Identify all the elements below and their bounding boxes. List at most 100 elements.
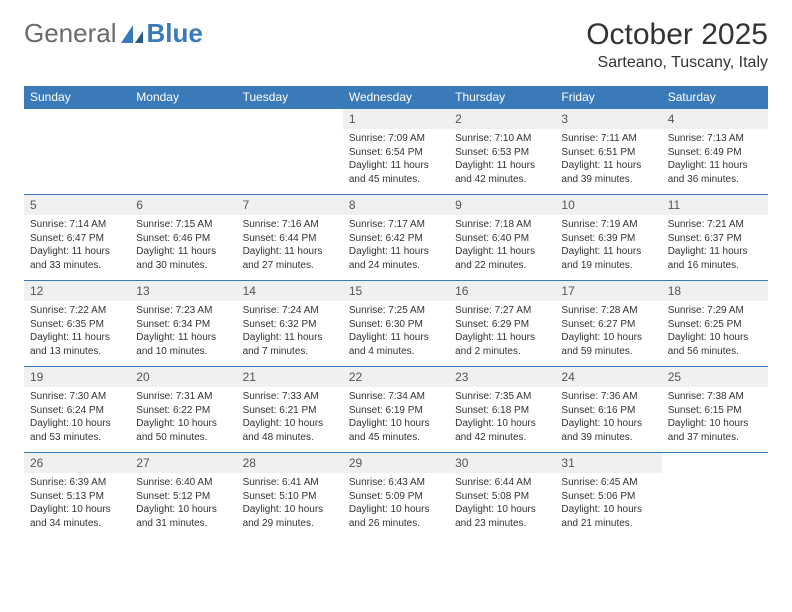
logo: General Blue (24, 18, 203, 49)
day-details: Sunrise: 7:16 AMSunset: 6:44 PMDaylight:… (237, 215, 343, 276)
day-details: Sunrise: 7:34 AMSunset: 6:19 PMDaylight:… (343, 387, 449, 448)
day-number: 4 (662, 109, 768, 129)
header: General Blue October 2025 Sarteano, Tusc… (24, 18, 768, 72)
day-details: Sunrise: 6:40 AMSunset: 5:12 PMDaylight:… (130, 473, 236, 534)
day-number: 14 (237, 281, 343, 301)
calendar-cell: 5Sunrise: 7:14 AMSunset: 6:47 PMDaylight… (24, 195, 130, 281)
day-details: Sunrise: 7:09 AMSunset: 6:54 PMDaylight:… (343, 129, 449, 190)
calendar-cell: 4Sunrise: 7:13 AMSunset: 6:49 PMDaylight… (662, 109, 768, 195)
calendar-cell: 7Sunrise: 7:16 AMSunset: 6:44 PMDaylight… (237, 195, 343, 281)
day-number: 29 (343, 453, 449, 473)
title-block: October 2025 Sarteano, Tuscany, Italy (586, 18, 768, 72)
calendar-table: Sunday Monday Tuesday Wednesday Thursday… (24, 86, 768, 539)
calendar-cell: 19Sunrise: 7:30 AMSunset: 6:24 PMDayligh… (24, 367, 130, 453)
calendar-cell: 24Sunrise: 7:36 AMSunset: 6:16 PMDayligh… (555, 367, 661, 453)
calendar-cell (130, 109, 236, 195)
day-header: Tuesday (237, 86, 343, 109)
day-details: Sunrise: 7:14 AMSunset: 6:47 PMDaylight:… (24, 215, 130, 276)
day-number: 13 (130, 281, 236, 301)
calendar-cell: 29Sunrise: 6:43 AMSunset: 5:09 PMDayligh… (343, 453, 449, 539)
calendar-cell: 9Sunrise: 7:18 AMSunset: 6:40 PMDaylight… (449, 195, 555, 281)
day-number: 19 (24, 367, 130, 387)
month-title: October 2025 (586, 18, 768, 52)
day-details: Sunrise: 6:39 AMSunset: 5:13 PMDaylight:… (24, 473, 130, 534)
day-number: 11 (662, 195, 768, 215)
day-header-row: Sunday Monday Tuesday Wednesday Thursday… (24, 86, 768, 109)
calendar-row: 19Sunrise: 7:30 AMSunset: 6:24 PMDayligh… (24, 367, 768, 453)
calendar-cell: 25Sunrise: 7:38 AMSunset: 6:15 PMDayligh… (662, 367, 768, 453)
calendar-cell: 27Sunrise: 6:40 AMSunset: 5:12 PMDayligh… (130, 453, 236, 539)
day-details: Sunrise: 7:10 AMSunset: 6:53 PMDaylight:… (449, 129, 555, 190)
day-header: Thursday (449, 86, 555, 109)
day-details: Sunrise: 6:41 AMSunset: 5:10 PMDaylight:… (237, 473, 343, 534)
day-number: 30 (449, 453, 555, 473)
day-details: Sunrise: 7:23 AMSunset: 6:34 PMDaylight:… (130, 301, 236, 362)
calendar-cell: 26Sunrise: 6:39 AMSunset: 5:13 PMDayligh… (24, 453, 130, 539)
day-number: 7 (237, 195, 343, 215)
calendar-row: 1Sunrise: 7:09 AMSunset: 6:54 PMDaylight… (24, 109, 768, 195)
day-details: Sunrise: 7:11 AMSunset: 6:51 PMDaylight:… (555, 129, 661, 190)
day-details: Sunrise: 7:18 AMSunset: 6:40 PMDaylight:… (449, 215, 555, 276)
day-header: Friday (555, 86, 661, 109)
calendar-cell: 23Sunrise: 7:35 AMSunset: 6:18 PMDayligh… (449, 367, 555, 453)
day-details: Sunrise: 7:38 AMSunset: 6:15 PMDaylight:… (662, 387, 768, 448)
day-number: 16 (449, 281, 555, 301)
day-header: Wednesday (343, 86, 449, 109)
calendar-cell: 21Sunrise: 7:33 AMSunset: 6:21 PMDayligh… (237, 367, 343, 453)
day-details: Sunrise: 7:22 AMSunset: 6:35 PMDaylight:… (24, 301, 130, 362)
calendar-row: 26Sunrise: 6:39 AMSunset: 5:13 PMDayligh… (24, 453, 768, 539)
day-details: Sunrise: 6:45 AMSunset: 5:06 PMDaylight:… (555, 473, 661, 534)
logo-sail-icon (119, 23, 145, 45)
calendar-cell: 6Sunrise: 7:15 AMSunset: 6:46 PMDaylight… (130, 195, 236, 281)
day-number: 9 (449, 195, 555, 215)
day-details: Sunrise: 7:25 AMSunset: 6:30 PMDaylight:… (343, 301, 449, 362)
calendar-cell: 1Sunrise: 7:09 AMSunset: 6:54 PMDaylight… (343, 109, 449, 195)
logo-text-2: Blue (147, 18, 203, 49)
location-label: Sarteano, Tuscany, Italy (586, 54, 768, 72)
day-number: 28 (237, 453, 343, 473)
calendar-row: 5Sunrise: 7:14 AMSunset: 6:47 PMDaylight… (24, 195, 768, 281)
day-details: Sunrise: 7:21 AMSunset: 6:37 PMDaylight:… (662, 215, 768, 276)
day-number: 20 (130, 367, 236, 387)
calendar-cell: 30Sunrise: 6:44 AMSunset: 5:08 PMDayligh… (449, 453, 555, 539)
day-details: Sunrise: 6:43 AMSunset: 5:09 PMDaylight:… (343, 473, 449, 534)
day-number: 24 (555, 367, 661, 387)
day-number: 5 (24, 195, 130, 215)
calendar-cell: 22Sunrise: 7:34 AMSunset: 6:19 PMDayligh… (343, 367, 449, 453)
day-number: 27 (130, 453, 236, 473)
day-details: Sunrise: 7:28 AMSunset: 6:27 PMDaylight:… (555, 301, 661, 362)
day-details: Sunrise: 7:36 AMSunset: 6:16 PMDaylight:… (555, 387, 661, 448)
day-number: 12 (24, 281, 130, 301)
calendar-cell: 2Sunrise: 7:10 AMSunset: 6:53 PMDaylight… (449, 109, 555, 195)
day-number: 8 (343, 195, 449, 215)
day-number: 10 (555, 195, 661, 215)
calendar-cell: 16Sunrise: 7:27 AMSunset: 6:29 PMDayligh… (449, 281, 555, 367)
day-number: 1 (343, 109, 449, 129)
calendar-cell: 15Sunrise: 7:25 AMSunset: 6:30 PMDayligh… (343, 281, 449, 367)
day-number: 6 (130, 195, 236, 215)
calendar-cell: 8Sunrise: 7:17 AMSunset: 6:42 PMDaylight… (343, 195, 449, 281)
day-details: Sunrise: 6:44 AMSunset: 5:08 PMDaylight:… (449, 473, 555, 534)
day-number: 23 (449, 367, 555, 387)
day-details: Sunrise: 7:15 AMSunset: 6:46 PMDaylight:… (130, 215, 236, 276)
calendar-cell (662, 453, 768, 539)
day-number: 21 (237, 367, 343, 387)
day-details: Sunrise: 7:31 AMSunset: 6:22 PMDaylight:… (130, 387, 236, 448)
calendar-cell: 20Sunrise: 7:31 AMSunset: 6:22 PMDayligh… (130, 367, 236, 453)
calendar-cell: 3Sunrise: 7:11 AMSunset: 6:51 PMDaylight… (555, 109, 661, 195)
calendar-cell: 14Sunrise: 7:24 AMSunset: 6:32 PMDayligh… (237, 281, 343, 367)
day-number: 15 (343, 281, 449, 301)
calendar-cell: 12Sunrise: 7:22 AMSunset: 6:35 PMDayligh… (24, 281, 130, 367)
calendar-cell: 13Sunrise: 7:23 AMSunset: 6:34 PMDayligh… (130, 281, 236, 367)
day-number: 17 (555, 281, 661, 301)
day-details: Sunrise: 7:30 AMSunset: 6:24 PMDaylight:… (24, 387, 130, 448)
logo-text-1: General (24, 18, 117, 49)
day-details: Sunrise: 7:24 AMSunset: 6:32 PMDaylight:… (237, 301, 343, 362)
calendar-cell (237, 109, 343, 195)
day-header: Saturday (662, 86, 768, 109)
day-header: Sunday (24, 86, 130, 109)
calendar-cell: 28Sunrise: 6:41 AMSunset: 5:10 PMDayligh… (237, 453, 343, 539)
day-number: 3 (555, 109, 661, 129)
calendar-cell: 10Sunrise: 7:19 AMSunset: 6:39 PMDayligh… (555, 195, 661, 281)
day-header: Monday (130, 86, 236, 109)
